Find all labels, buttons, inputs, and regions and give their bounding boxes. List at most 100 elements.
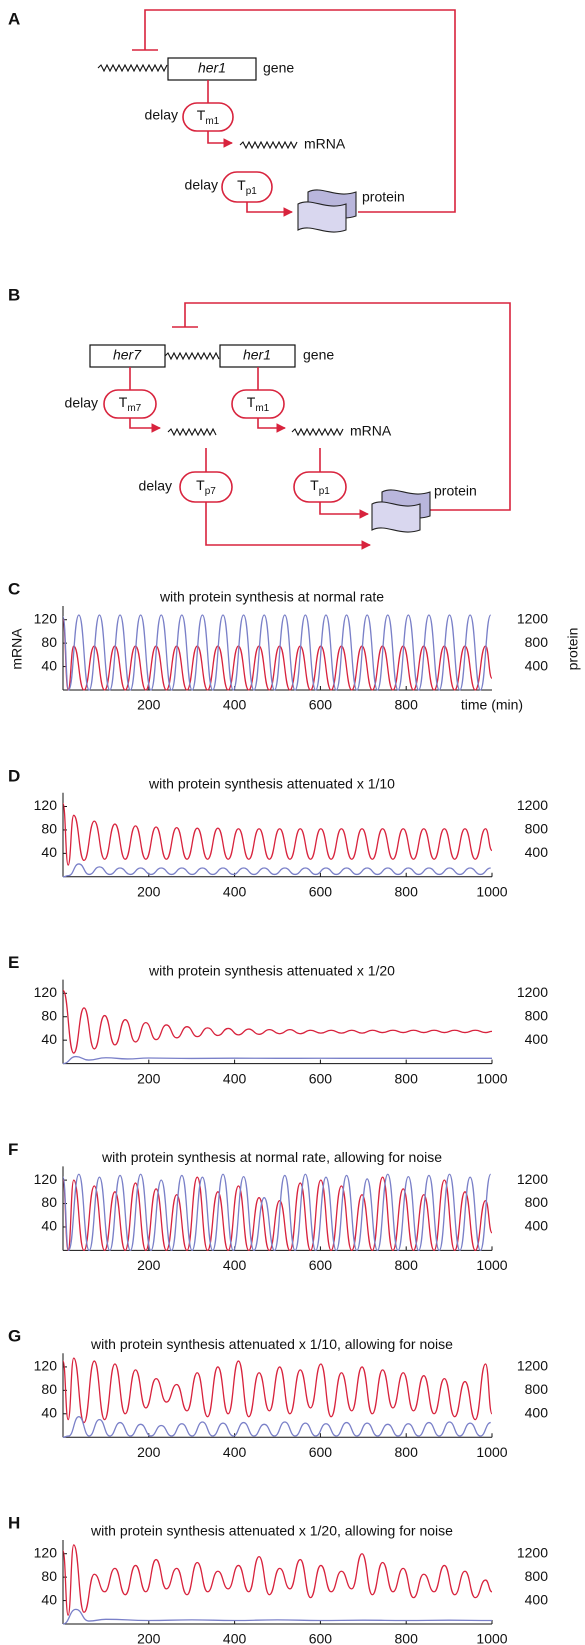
y2-tick-label: 400 bbox=[525, 1404, 549, 1420]
y-tick-label: 120 bbox=[34, 1544, 58, 1560]
panel-letter: G bbox=[8, 1327, 21, 1346]
x-tick-label: 400 bbox=[223, 1631, 247, 1645]
y2-axis-label: protein bbox=[565, 628, 581, 671]
x-tick-label: 600 bbox=[309, 1257, 333, 1273]
chart-title: with protein synthesis at normal rate bbox=[159, 589, 384, 605]
panel-letter: E bbox=[8, 953, 19, 972]
x-tick-label: 200 bbox=[137, 697, 161, 713]
y-tick-label: 120 bbox=[34, 984, 58, 1000]
y2-tick-label: 800 bbox=[525, 1381, 549, 1397]
y2-tick-label: 400 bbox=[525, 1218, 549, 1234]
series-line bbox=[62, 863, 491, 878]
series-line bbox=[62, 1176, 493, 1252]
y2-tick-label: 1200 bbox=[517, 797, 548, 813]
y-tick-label: 120 bbox=[34, 1358, 58, 1374]
chart-title: with protein synthesis attenuated x 1/10 bbox=[148, 776, 395, 792]
y2-tick-label: 800 bbox=[525, 821, 549, 837]
delay-symbol: Tm1 bbox=[247, 394, 270, 414]
promoter-wave bbox=[97, 63, 168, 73]
x-tick-label: 1000 bbox=[476, 1070, 507, 1086]
x-tick-label: 400 bbox=[223, 1070, 247, 1086]
mrna-wave bbox=[239, 140, 298, 150]
series-line bbox=[62, 1055, 492, 1065]
delay-label: delay bbox=[65, 395, 98, 411]
mrna-wave bbox=[291, 427, 344, 437]
chart-title: with protein synthesis attenuated x 1/20… bbox=[90, 1523, 453, 1539]
mrna-label: mRNA bbox=[350, 423, 392, 439]
x-tick-label: 600 bbox=[309, 1444, 333, 1460]
feedback-line bbox=[144, 9, 456, 213]
x-tick-label: 400 bbox=[223, 697, 247, 713]
chart-title: with protein synthesis attenuated x 1/20 bbox=[148, 962, 395, 978]
x-tick-label: 1000 bbox=[476, 1257, 507, 1273]
y2-tick-label: 400 bbox=[525, 844, 549, 860]
x-tick-label: 1000 bbox=[476, 884, 507, 900]
y2-tick-label: 400 bbox=[525, 1591, 549, 1607]
arrow bbox=[129, 418, 161, 433]
gene-name: her7 bbox=[113, 347, 142, 363]
x-tick-label: 1000 bbox=[476, 1631, 507, 1645]
panel-letter: F bbox=[8, 1140, 18, 1159]
series-line bbox=[62, 1357, 493, 1424]
panel-letter: B bbox=[8, 285, 20, 304]
y-tick-label: 40 bbox=[41, 657, 57, 673]
series-line bbox=[62, 989, 493, 1054]
x-tick-label: 400 bbox=[223, 884, 247, 900]
chart-title: with protein synthesis at normal rate, a… bbox=[101, 1149, 442, 1165]
x-tick-label: 800 bbox=[395, 1070, 419, 1086]
y-tick-label: 80 bbox=[41, 1194, 57, 1210]
y-tick-label: 40 bbox=[41, 1031, 57, 1047]
y2-tick-label: 800 bbox=[525, 634, 549, 650]
promoter-wave bbox=[164, 351, 220, 361]
x-tick-label: 800 bbox=[395, 884, 419, 900]
panel-letter: C bbox=[8, 579, 20, 598]
x-tick-label: 600 bbox=[309, 884, 333, 900]
y-tick-label: 40 bbox=[41, 1218, 57, 1234]
gene-name: her1 bbox=[198, 60, 226, 76]
y2-tick-label: 1200 bbox=[517, 1171, 548, 1187]
arrow bbox=[257, 418, 286, 433]
panel-letter: H bbox=[8, 1513, 20, 1532]
mrna-wave bbox=[167, 427, 217, 437]
arrow bbox=[205, 502, 371, 550]
mrna-label: mRNA bbox=[304, 136, 346, 152]
gene-name: her1 bbox=[243, 347, 271, 363]
feedback-line bbox=[184, 302, 511, 511]
gene-label: gene bbox=[303, 347, 334, 363]
series-line bbox=[62, 1173, 492, 1252]
x-tick-label: 800 bbox=[395, 697, 419, 713]
y-tick-label: 80 bbox=[41, 1007, 57, 1023]
protein-icon bbox=[371, 501, 421, 533]
y2-tick-label: 1200 bbox=[517, 1544, 548, 1560]
gene-box bbox=[167, 57, 257, 81]
chart-title: with protein synthesis attenuated x 1/10… bbox=[90, 1336, 453, 1352]
delay-symbol: Tm7 bbox=[119, 394, 142, 414]
series-line bbox=[62, 619, 493, 691]
x-tick-label: 800 bbox=[395, 1257, 419, 1273]
y2-tick-label: 400 bbox=[525, 1031, 549, 1047]
x-tick-label: 200 bbox=[137, 1257, 161, 1273]
series-line bbox=[62, 1416, 491, 1438]
x-tick-label: 200 bbox=[137, 1631, 161, 1645]
x-tick-label: 800 bbox=[395, 1631, 419, 1645]
y-tick-label: 40 bbox=[41, 1404, 57, 1420]
panel-b: B her7 her1 gene Tm7 delay Tm1 mRNA Tp7 … bbox=[8, 285, 511, 550]
x-tick-label: 200 bbox=[137, 1070, 161, 1086]
y2-tick-label: 400 bbox=[525, 657, 549, 673]
arrow bbox=[246, 202, 293, 217]
series-line bbox=[62, 614, 492, 691]
y-tick-label: 120 bbox=[34, 797, 58, 813]
protein-label: protein bbox=[434, 483, 477, 499]
protein-icon bbox=[297, 201, 347, 233]
y-axis-label: mRNA bbox=[9, 628, 25, 670]
gene-label: gene bbox=[263, 60, 294, 76]
y2-tick-label: 1200 bbox=[517, 984, 548, 1000]
y-tick-label: 40 bbox=[41, 1591, 57, 1607]
series-line bbox=[62, 1544, 493, 1616]
x-tick-label: 400 bbox=[223, 1444, 247, 1460]
delay-label: delay bbox=[139, 478, 172, 494]
delay-label: delay bbox=[185, 177, 218, 193]
protein-label: protein bbox=[362, 189, 405, 205]
delay-symbol: Tp1 bbox=[237, 177, 257, 197]
